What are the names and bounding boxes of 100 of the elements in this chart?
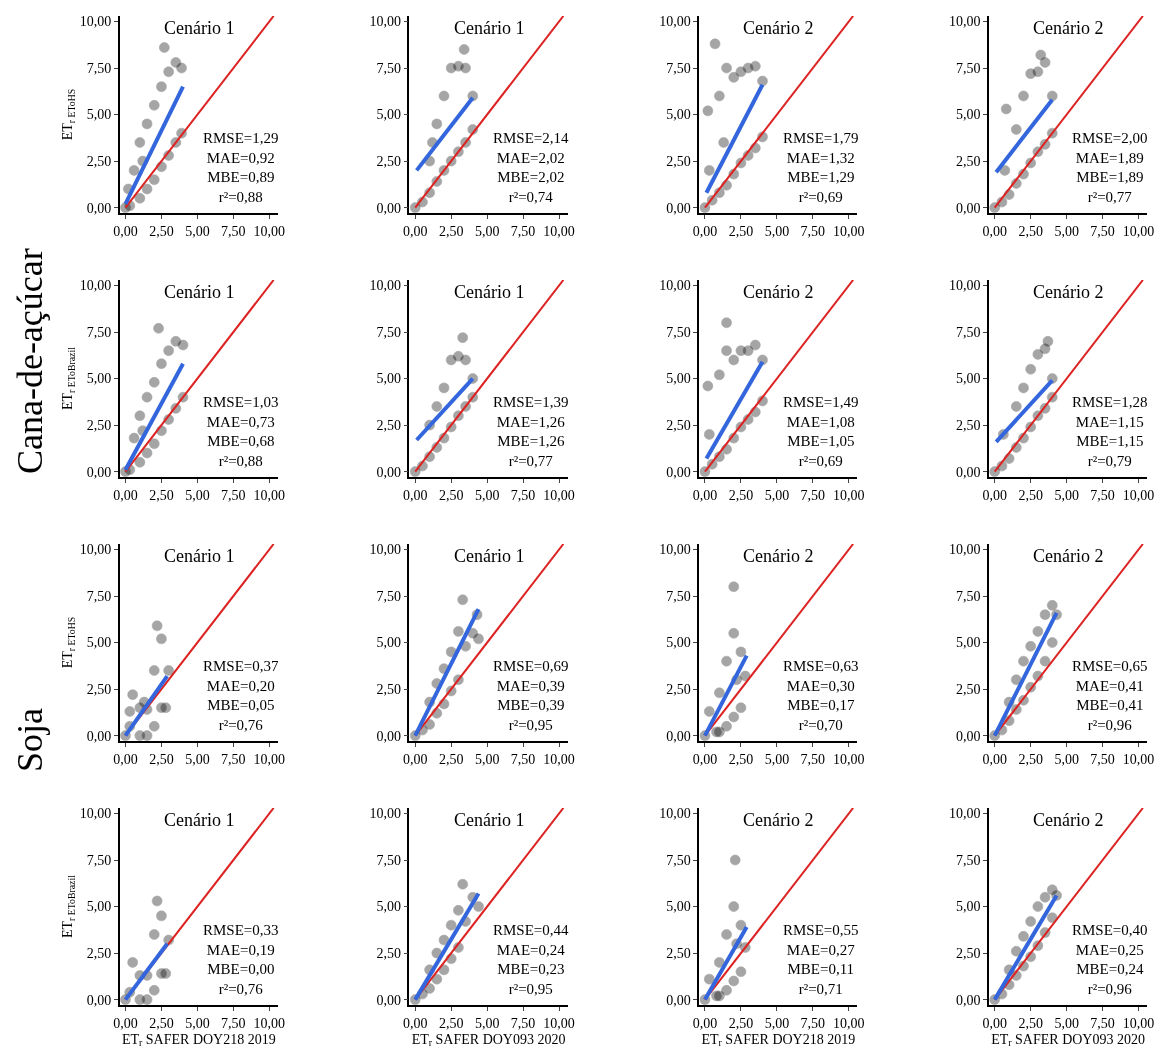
y-tick-label: 0,00	[666, 992, 691, 1008]
annotation: RMSE=1,28 MAE=1,15 MBE=1,15 r²=0,79	[1072, 394, 1148, 469]
y-tick-label: 2,50	[86, 682, 112, 697]
annotation: RMSE=1,03 MAE=0,73 MBE=0,68 r²=0,88	[203, 394, 279, 469]
x-axis-title: ET$_{r}$ SAFER DOY093 2020	[991, 1031, 1145, 1049]
annotation: RMSE=1,49 MAE=1,08 MBE=1,05 r²=0,69	[783, 394, 859, 469]
chart-title: Cenário 2	[1033, 18, 1104, 38]
x-tick-label: 2,50	[149, 751, 174, 767]
x-tick-label: 0,00	[982, 751, 1007, 767]
x-tick-label: 10,00	[543, 751, 575, 767]
x-tick-label: 5,00	[1054, 223, 1079, 239]
y-tick-label: 0,00	[955, 464, 981, 480]
x-tick-label: 10,00	[543, 223, 575, 239]
x-tick-label: 0,00	[113, 223, 138, 239]
x-tick-label: 0,00	[692, 223, 718, 239]
y-tick-label: 10,00	[369, 278, 401, 294]
y-tick-label: 5,00	[376, 899, 401, 915]
x-tick-label: 7,50	[221, 487, 246, 503]
chart-title: Cenário 1	[164, 546, 235, 566]
y-tick-label: 5,00	[86, 635, 112, 651]
chart-title: Cenário 2	[743, 282, 814, 302]
annotation: RMSE=1,79 MAE=1,32 MBE=1,29 r²=0,69	[783, 130, 859, 205]
y-tick-label: 10,00	[659, 542, 691, 558]
x-tick-label: 2,50	[438, 1015, 464, 1031]
y-tick-label: 10,00	[948, 14, 981, 30]
x-tick-label: 5,00	[1054, 487, 1079, 503]
y-tick-label: 2,50	[666, 945, 691, 961]
x-tick-label: 5,00	[474, 1015, 500, 1031]
y-tick-label: 10,00	[659, 278, 691, 294]
x-tick-label: 0,00	[402, 1015, 428, 1031]
y-tick-label: 2,50	[955, 154, 981, 169]
x-tick-label: 10,00	[1122, 751, 1155, 767]
y-tick-label: 5,00	[955, 107, 981, 123]
x-tick-label: 0,00	[982, 487, 1007, 503]
x-axis-title: ET$_{r}$ SAFER DOY093 2020	[411, 1031, 566, 1049]
y-tick-label: 10,00	[79, 542, 112, 558]
x-tick-label: 7,50	[221, 1015, 246, 1031]
y-tick-label: 0,00	[86, 464, 112, 480]
y-tick-label: 0,00	[955, 728, 981, 744]
y-tick-label: 5,00	[86, 371, 112, 387]
x-tick-label: 2,50	[728, 1015, 754, 1031]
y-tick-label: 10,00	[659, 806, 691, 822]
y-tick-label: 5,00	[955, 371, 981, 387]
x-tick-label: 10,00	[543, 1015, 575, 1031]
x-tick-label: 7,50	[800, 751, 826, 767]
x-tick-label: 10,00	[833, 223, 865, 239]
y-tick-label: 2,50	[955, 945, 981, 961]
x-tick-label: 10,00	[833, 487, 865, 503]
y-tick-label: 5,00	[955, 899, 981, 915]
x-tick-label: 2,50	[149, 487, 174, 503]
y-tick-label: 7,50	[376, 60, 401, 76]
y-tick-label: 0,00	[86, 728, 112, 744]
chart-title: Cenário 1	[454, 810, 525, 830]
annotation: RMSE=1,29 MAE=0,92 MBE=0,89 r²=0,88	[203, 130, 279, 205]
x-tick-label: 7,50	[510, 1015, 536, 1031]
y-tick-label: 10,00	[948, 806, 981, 822]
y-tick-label: 2,50	[376, 154, 401, 169]
y-tick-label: 0,00	[955, 200, 981, 216]
x-tick-label: 5,00	[474, 487, 500, 503]
y-tick-label: 5,00	[376, 107, 401, 123]
x-tick-label: 0,00	[113, 1015, 138, 1031]
y-tick-label: 7,50	[666, 852, 691, 868]
x-tick-label: 2,50	[1018, 751, 1043, 767]
x-tick-label: 7,50	[510, 223, 536, 239]
y-tick-label: 0,00	[376, 200, 401, 216]
annotation: RMSE=0,40 MAE=0,25 MBE=0,24 r²=0,96	[1072, 922, 1148, 997]
x-tick-label: 0,00	[113, 487, 138, 503]
x-tick-label: 0,00	[113, 751, 138, 767]
y-tick-label: 2,50	[955, 418, 981, 433]
y-tick-label: 7,50	[86, 588, 112, 604]
annotation: RMSE=0,63 MAE=0,30 MBE=0,17 r²=0,70	[783, 658, 859, 733]
y-tick-label: 5,00	[666, 371, 691, 387]
x-tick-label: 2,50	[438, 751, 464, 767]
x-tick-label: 5,00	[185, 751, 210, 767]
y-tick-label: 5,00	[86, 107, 112, 123]
x-tick-label: 0,00	[402, 487, 428, 503]
chart-title: Cenário 2	[1033, 282, 1104, 302]
x-tick-label: 5,00	[1054, 751, 1079, 767]
text: Cana-de-açúcar	[9, 248, 50, 475]
y-tick-label: 10,00	[79, 14, 112, 30]
text: Soja	[9, 708, 50, 773]
y-tick-label: 7,50	[955, 60, 981, 76]
x-tick-label: 7,50	[1090, 751, 1115, 767]
x-tick-label: 7,50	[221, 751, 246, 767]
x-tick-label: 7,50	[221, 223, 246, 239]
y-tick-label: 7,50	[376, 588, 401, 604]
chart-title: Cenário 2	[743, 546, 814, 566]
y-tick-label: 0,00	[376, 464, 401, 480]
y-tick-label: 10,00	[79, 806, 112, 822]
y-tick-label: 0,00	[376, 728, 401, 744]
x-tick-label: 5,00	[1054, 1015, 1079, 1031]
x-tick-label: 2,50	[438, 223, 464, 239]
x-tick-label: 2,50	[149, 223, 174, 239]
chart-title: Cenário 1	[454, 546, 525, 566]
y-tick-label: 2,50	[376, 418, 401, 433]
x-tick-label: 5,00	[764, 487, 790, 503]
x-tick-label: 2,50	[728, 751, 754, 767]
annotation: RMSE=2,00 MAE=1,89 MBE=1,89 r²=0,77	[1072, 130, 1148, 205]
y-tick-label: 7,50	[955, 588, 981, 604]
x-tick-label: 7,50	[510, 487, 536, 503]
